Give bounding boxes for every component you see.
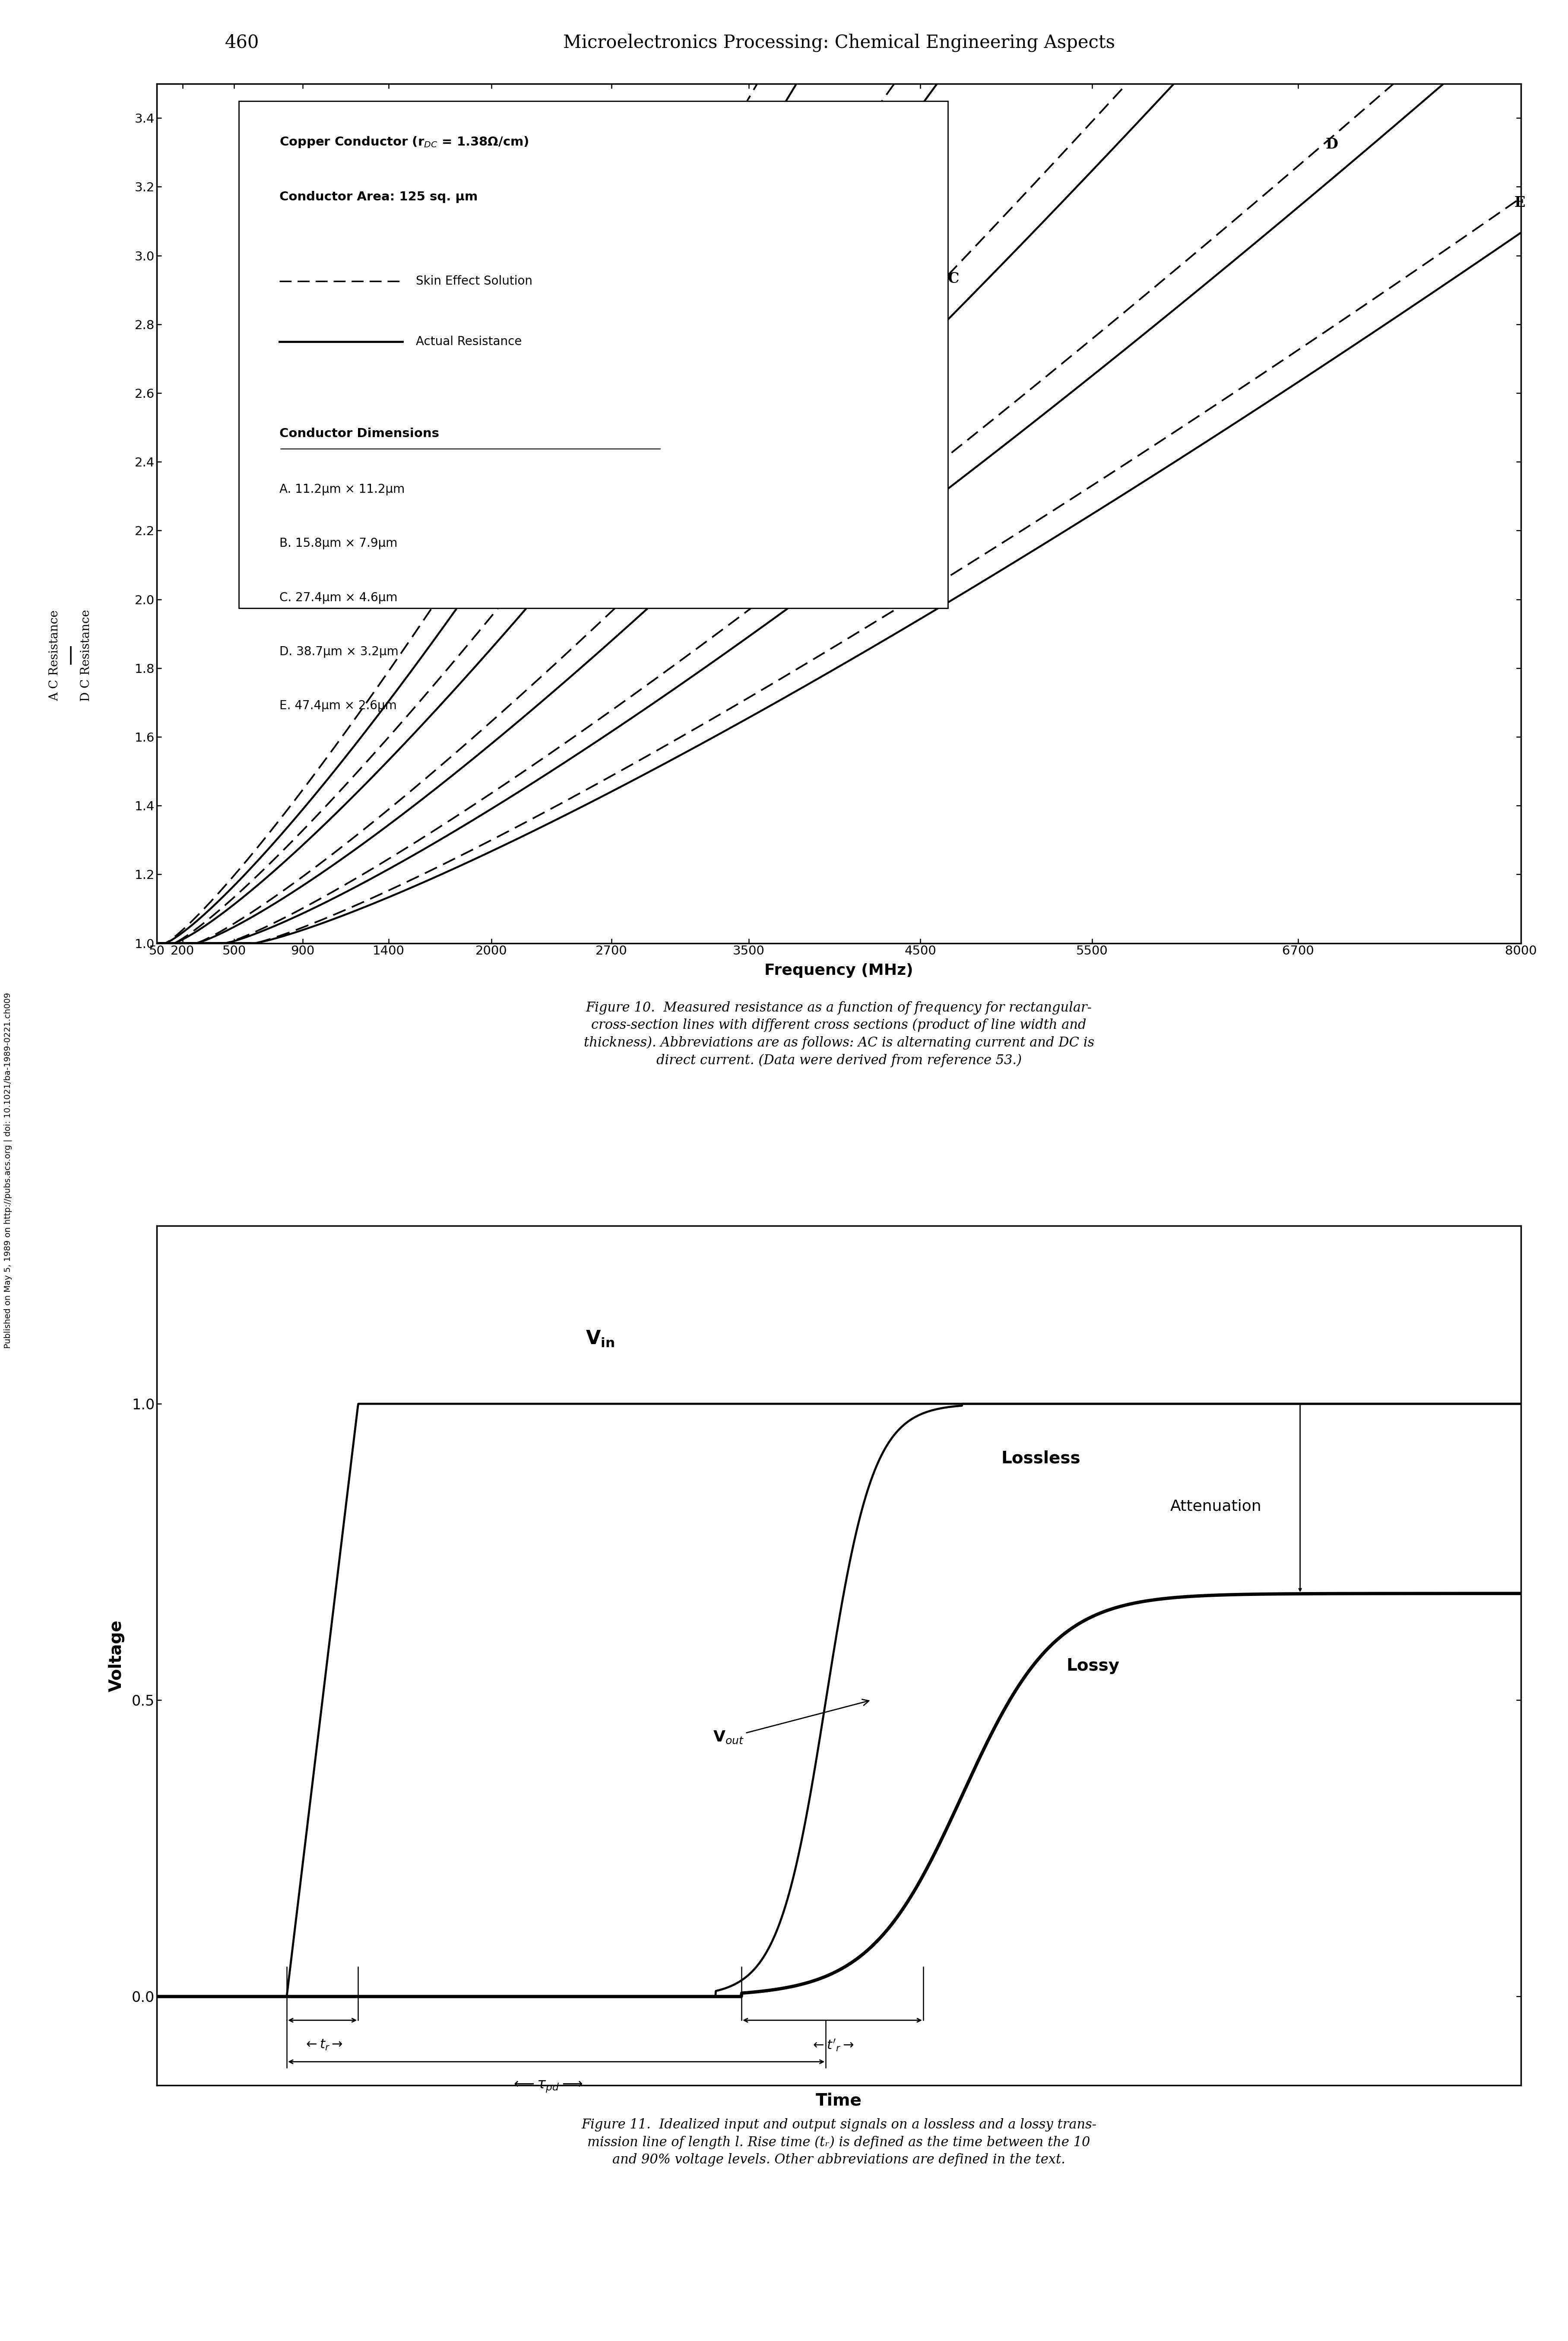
- Text: E: E: [1515, 194, 1526, 211]
- Text: |: |: [67, 646, 74, 665]
- X-axis label: Frequency (MHz): Frequency (MHz): [765, 962, 913, 979]
- Text: Conductor Area: 125 sq. μm: Conductor Area: 125 sq. μm: [279, 192, 478, 204]
- Text: D: D: [1325, 138, 1338, 152]
- Text: E. 47.4μm × 2.6μm: E. 47.4μm × 2.6μm: [279, 700, 397, 712]
- Text: A C Resistance: A C Resistance: [49, 611, 61, 700]
- Text: $\leftarrow t'_r \rightarrow$: $\leftarrow t'_r \rightarrow$: [811, 2039, 855, 2053]
- Text: $\leftarrow t_r \rightarrow$: $\leftarrow t_r \rightarrow$: [304, 2039, 343, 2051]
- Text: A. 11.2μm × 11.2μm: A. 11.2μm × 11.2μm: [279, 482, 405, 496]
- Text: Copper Conductor (r$_{DC}$ = 1.38Ω/cm): Copper Conductor (r$_{DC}$ = 1.38Ω/cm): [279, 136, 528, 150]
- Text: B: B: [690, 363, 702, 377]
- Text: 460: 460: [226, 33, 259, 52]
- Text: Microelectronics Processing: Chemical Engineering Aspects: Microelectronics Processing: Chemical En…: [563, 33, 1115, 52]
- Text: Lossy: Lossy: [1066, 1657, 1120, 1674]
- Text: D. 38.7μm × 3.2μm: D. 38.7μm × 3.2μm: [279, 646, 398, 658]
- Text: B. 15.8μm × 7.9μm: B. 15.8μm × 7.9μm: [279, 538, 398, 550]
- Text: Lossless: Lossless: [1002, 1449, 1080, 1465]
- Text: V$_\mathregular{in}$: V$_\mathregular{in}$: [585, 1330, 615, 1348]
- Text: Figure 11.  Idealized input and output signals on a lossless and a lossy trans-
: Figure 11. Idealized input and output si…: [582, 2119, 1096, 2168]
- Text: Attenuation: Attenuation: [1170, 1498, 1262, 1515]
- Text: Published on May 5, 1989 on http://pubs.acs.org | doi: 10.1021/ba-1989-0221.ch00: Published on May 5, 1989 on http://pubs.…: [3, 993, 13, 1348]
- Text: Conductor Dimensions: Conductor Dimensions: [279, 428, 439, 440]
- FancyBboxPatch shape: [238, 101, 949, 609]
- Text: D C Resistance: D C Resistance: [80, 609, 93, 702]
- X-axis label: Time: Time: [815, 2093, 862, 2109]
- Text: C: C: [947, 272, 960, 286]
- Text: V$_{out}$: V$_{out}$: [713, 1700, 869, 1744]
- Text: Skin Effect Solution: Skin Effect Solution: [416, 276, 533, 288]
- Text: A: A: [613, 328, 624, 342]
- Text: Actual Resistance: Actual Resistance: [416, 335, 522, 346]
- Text: $\longleftarrow \tau_{pd} \longrightarrow$: $\longleftarrow \tau_{pd} \longrightarro…: [511, 2079, 582, 2095]
- Y-axis label: Voltage: Voltage: [108, 1620, 124, 1693]
- Text: C. 27.4μm × 4.6μm: C. 27.4μm × 4.6μm: [279, 592, 398, 604]
- Text: Figure 10.  Measured resistance as a function of frequency for rectangular-
cros: Figure 10. Measured resistance as a func…: [583, 1002, 1094, 1067]
